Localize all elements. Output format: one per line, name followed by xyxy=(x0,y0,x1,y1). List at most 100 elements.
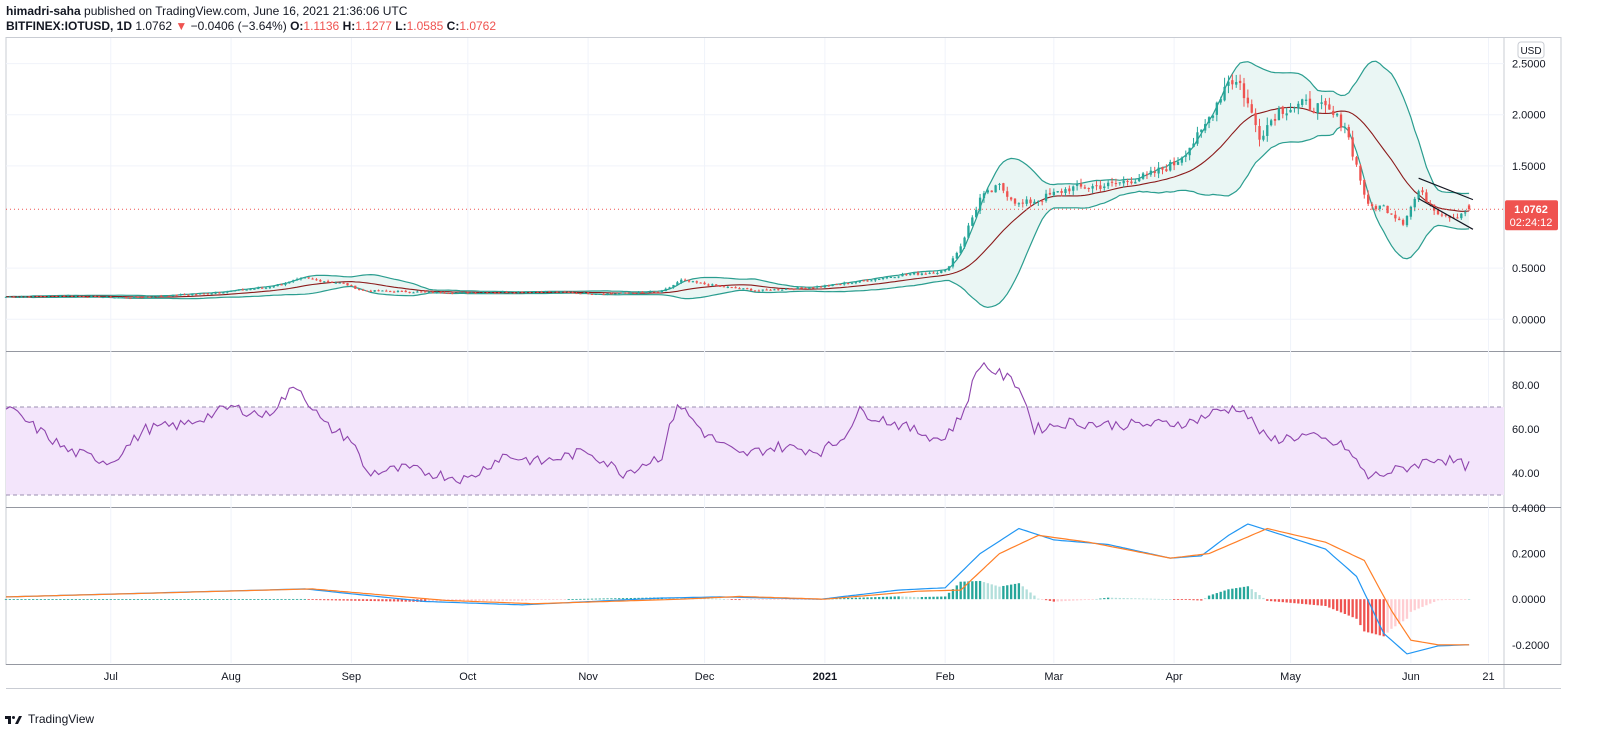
candle xyxy=(738,287,741,290)
macd-histogram-bar xyxy=(408,599,411,602)
macd-histogram-bar xyxy=(839,598,842,600)
candle-body xyxy=(982,193,986,199)
candle-body xyxy=(1149,170,1153,175)
candle xyxy=(1332,105,1335,118)
candle xyxy=(517,290,520,294)
candle xyxy=(194,293,198,296)
candle-body xyxy=(1460,213,1463,219)
symbol-name[interactable]: BITFINEX:IOTUSD, 1D xyxy=(6,19,133,33)
candle xyxy=(156,295,159,298)
candle-body xyxy=(1172,161,1176,166)
candle xyxy=(1417,189,1420,203)
candle xyxy=(1126,178,1129,186)
candlestick-series xyxy=(4,74,1504,300)
macd-histogram-bar xyxy=(1033,595,1036,600)
macd-histogram-bar xyxy=(912,596,916,600)
macd-histogram-bar xyxy=(718,598,722,600)
macd-histogram-bar xyxy=(1219,591,1222,600)
macd-histogram-bar xyxy=(323,599,326,601)
macd-histogram-bar xyxy=(928,596,931,600)
macd-histogram-bar xyxy=(998,586,1001,600)
candle xyxy=(823,284,827,289)
macd-histogram-bar xyxy=(132,599,136,600)
candle-body xyxy=(416,291,419,293)
candle-body xyxy=(361,289,365,291)
candle xyxy=(338,282,341,284)
candle-body xyxy=(392,291,396,293)
time-tick-label-2: Aug xyxy=(221,671,241,683)
candle-body xyxy=(524,292,528,294)
candle-body xyxy=(70,295,74,297)
candle xyxy=(1052,188,1055,198)
candle-body xyxy=(943,270,947,272)
candle xyxy=(819,285,823,288)
macd-histogram-bar xyxy=(1351,599,1354,618)
candle xyxy=(629,292,632,294)
candle-body xyxy=(536,291,539,293)
candle-body xyxy=(20,296,23,298)
candle-body xyxy=(187,294,190,296)
candle xyxy=(373,290,376,292)
candle-body xyxy=(683,279,687,281)
candle xyxy=(680,278,683,284)
candle-body xyxy=(63,295,66,297)
macd-histogram-bar xyxy=(28,599,31,600)
candle-body xyxy=(210,293,213,295)
candle xyxy=(1266,117,1269,142)
candle xyxy=(439,291,442,294)
candle-body xyxy=(1355,157,1358,165)
macd-histogram-bar xyxy=(590,598,594,600)
candle xyxy=(1324,98,1327,114)
candle-body xyxy=(1056,191,1059,193)
footer-brand[interactable]: TradingView xyxy=(4,712,94,726)
candle-body xyxy=(253,288,256,290)
candle xyxy=(392,290,396,293)
macd-histogram-bar xyxy=(1297,599,1300,604)
candle-body xyxy=(365,290,369,292)
candle-body xyxy=(78,296,81,298)
candle-body xyxy=(1308,98,1312,110)
candle-body xyxy=(140,297,143,299)
macd-histogram-bar xyxy=(1215,593,1218,600)
high-value: 1.1277 xyxy=(355,19,392,33)
macd-histogram-bar xyxy=(1390,599,1393,629)
candle xyxy=(951,255,955,269)
price-tick-label-5: 0.0000 xyxy=(1512,314,1546,326)
candle-body xyxy=(474,292,477,294)
candle xyxy=(924,272,927,275)
candle-body xyxy=(1421,190,1424,193)
candle-body xyxy=(1002,183,1005,191)
candle-body xyxy=(214,292,217,294)
candle xyxy=(804,287,807,290)
candle xyxy=(109,295,112,298)
candle xyxy=(160,294,163,297)
chart-canvas[interactable]: 2.5000 2.0000 1.5000 0.5000 0.0000 80.00 60.00… xyxy=(0,36,1600,708)
macd-histogram-bar xyxy=(330,599,334,601)
candle-body xyxy=(1378,205,1381,209)
macd-histogram-bar xyxy=(1211,594,1215,600)
candle-body xyxy=(1246,97,1250,104)
candle xyxy=(66,294,70,297)
macd-histogram-bar xyxy=(982,582,986,600)
macd-histogram-bar xyxy=(586,598,590,600)
candle-body xyxy=(1231,80,1234,85)
candle-body xyxy=(121,297,124,299)
candle-body xyxy=(222,292,225,294)
candle-body xyxy=(1025,199,1028,204)
author-name[interactable]: himadri-saha xyxy=(6,4,81,18)
candle xyxy=(105,295,109,298)
candle xyxy=(152,296,155,298)
macd-histogram-bar xyxy=(1192,599,1195,601)
candle-body xyxy=(590,294,594,296)
macd-histogram-bar xyxy=(509,599,512,601)
candle-body xyxy=(1448,215,1451,219)
macd-histogram-bar xyxy=(66,599,70,600)
close-value: 1.0762 xyxy=(459,19,497,33)
candle-body xyxy=(148,296,151,298)
candle xyxy=(874,278,877,282)
macd-histogram-bar xyxy=(466,599,469,601)
candle xyxy=(614,293,617,295)
candle-body xyxy=(1095,185,1098,187)
macd-histogram-bar xyxy=(1235,588,1238,600)
macd-histogram-bar xyxy=(505,599,508,601)
